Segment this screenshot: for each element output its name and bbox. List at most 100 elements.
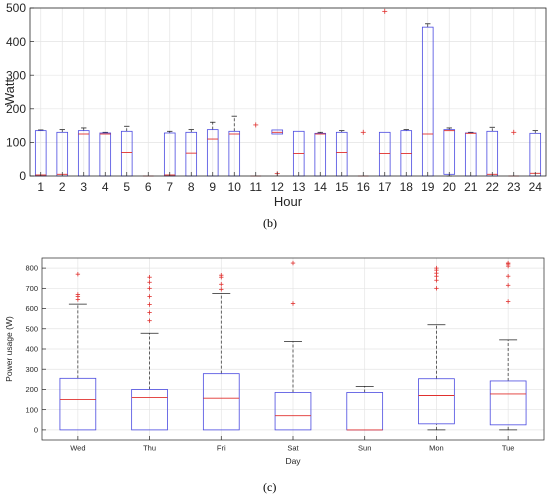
box-Thu (131, 275, 168, 431)
x-tick-label: Wed (70, 444, 85, 453)
y-tick-label: 200 (6, 102, 26, 116)
outlier-point (219, 287, 224, 292)
outlier-point (434, 265, 439, 271)
iqr-box (131, 389, 168, 431)
x-tick-label: 12 (271, 180, 285, 194)
x-tick-label: 20 (443, 180, 457, 194)
iqr-box (274, 392, 312, 431)
outlier-point (219, 275, 224, 280)
y-tick-label: 100 (6, 136, 26, 150)
y-axis-label-b: Watt (2, 78, 17, 105)
x-tick-label: 2 (59, 180, 66, 194)
x-tick-label: 7 (166, 180, 173, 194)
y-tick-label: 300 (25, 365, 38, 374)
outlier-point (434, 270, 439, 276)
x-tick-label: 6 (145, 180, 152, 194)
iqr-box (489, 380, 527, 426)
x-tick-label: 19 (421, 180, 435, 194)
plot-frame-b (29, 7, 547, 177)
outlier-point (147, 294, 152, 299)
y-tick-label: 400 (6, 35, 26, 49)
box-Sat (274, 260, 312, 431)
outlier-point (147, 310, 152, 315)
x-tick-label: 3 (80, 180, 87, 194)
y-axis-label-c: Power usage (W) (4, 316, 14, 382)
x-tick-label: 10 (228, 180, 242, 194)
y-tick-label: 400 (25, 345, 38, 354)
outlier-point (505, 260, 511, 266)
outlier-point (382, 8, 388, 14)
outlier-point (290, 301, 296, 306)
x-tick-label: Mon (429, 444, 444, 453)
box-Mon (418, 265, 455, 431)
outlier-point (147, 286, 152, 291)
outlier-point (147, 275, 152, 280)
ticks-c: 0 100 200 300 400 500 600 700 800 Wed Thu Fri Sat Sun… (25, 264, 514, 453)
grid-c (42, 258, 544, 440)
x-tick-label: 9 (209, 180, 216, 194)
panel-label-c: (c) (263, 480, 277, 494)
x-tick-label: 11 (250, 180, 263, 194)
y-tick-label: 700 (25, 284, 38, 293)
plot-area-c (42, 258, 544, 440)
y-tick-label: 600 (25, 304, 38, 313)
x-tick-label: Tue (502, 444, 515, 453)
x-tick-label: 24 (529, 180, 543, 194)
outlier-point (75, 294, 81, 299)
outlier-point (434, 278, 439, 283)
outlier-point (505, 299, 511, 304)
plot-area-b (30, 8, 546, 176)
y-tick-label: 0 (19, 169, 26, 183)
outlier-point (434, 267, 439, 273)
outlier-point (434, 274, 439, 279)
x-tick-label: Sun (358, 444, 371, 453)
outlier-point (219, 272, 224, 278)
x-tick-label: Fri (217, 444, 226, 453)
outlier-point (505, 274, 511, 279)
outlier-point (505, 261, 511, 267)
boxes-c (59, 260, 527, 431)
outlier-point (147, 302, 152, 307)
box-Wed (59, 271, 97, 431)
box-Tue (489, 260, 527, 431)
x-tick-label: 16 (357, 180, 371, 194)
outlier-point (147, 318, 152, 323)
box-Sun (346, 386, 384, 431)
x-tick-label: 21 (464, 180, 478, 194)
iqr-box (418, 378, 455, 425)
y-tick-label: 800 (25, 264, 38, 273)
box-Fri (202, 272, 240, 431)
panel-label-b: (b) (263, 216, 277, 230)
outlier-point (434, 286, 439, 291)
x-axis-label-b: Hour (274, 194, 303, 209)
x-tick-label: 8 (188, 180, 195, 194)
y-tick-label: 300 (6, 68, 26, 82)
y-tick-label: 500 (25, 324, 38, 333)
outlier-point (253, 122, 259, 128)
outlier-point (511, 129, 517, 135)
outlier-point (75, 292, 81, 297)
x-tick-label: Thu (143, 444, 156, 453)
outlier-point (75, 297, 81, 302)
x-tick-label: 4 (102, 180, 109, 194)
y-tick-label: 200 (25, 385, 38, 394)
iqr-box (202, 373, 240, 431)
x-axis-label-c: Day (285, 456, 301, 466)
x-tick-label: 23 (507, 180, 521, 194)
outlier-point (505, 263, 511, 269)
outlier-point (360, 129, 366, 135)
plot-frame-c (41, 257, 545, 441)
x-tick-label: 13 (292, 180, 306, 194)
x-tick-label: Sat (287, 444, 299, 453)
x-tick-label: 5 (123, 180, 130, 194)
iqr-box (346, 392, 384, 431)
outlier-point (75, 271, 81, 277)
outlier-point (290, 260, 296, 266)
y-tick-label: 100 (25, 405, 38, 414)
iqr-box (59, 377, 97, 431)
x-tick-label: 14 (314, 180, 328, 194)
outlier-point (147, 280, 152, 285)
outlier-point (505, 283, 511, 288)
y-tick-label: 0 (34, 426, 38, 435)
